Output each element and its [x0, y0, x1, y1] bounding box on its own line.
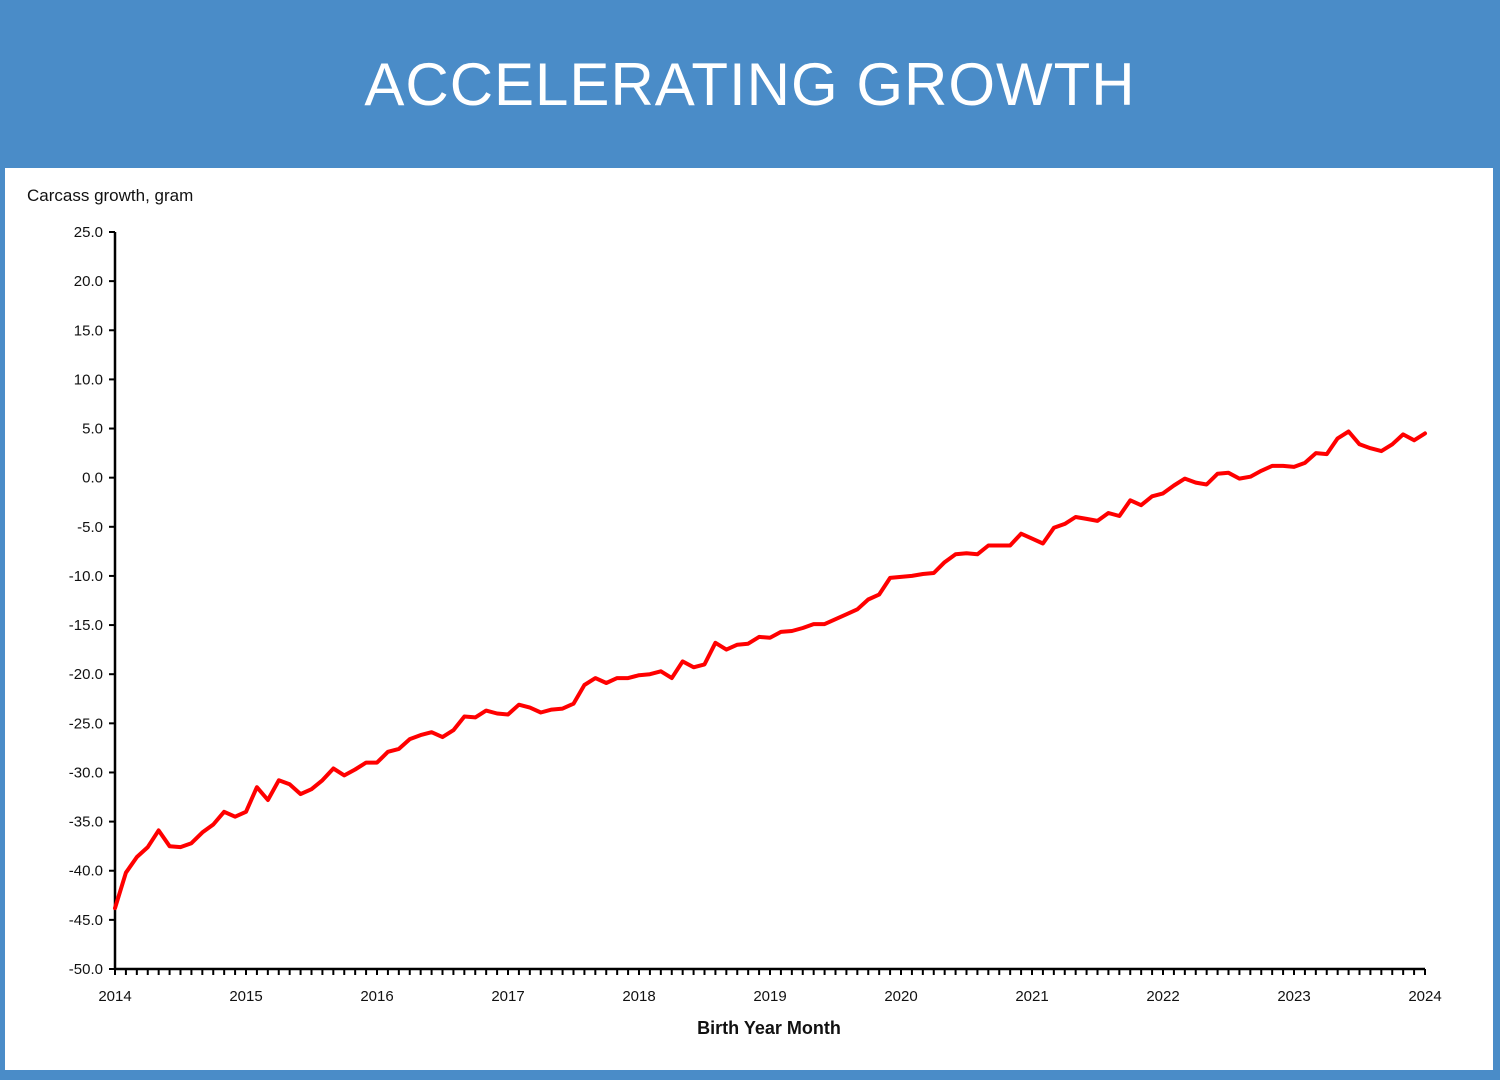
- y-tick-label: 0.0: [82, 470, 103, 487]
- header-banner: ACCELERATING GROWTH: [0, 0, 1500, 168]
- x-tick-label: 2019: [753, 988, 786, 1005]
- y-tick-label: -45.0: [69, 912, 103, 929]
- y-tick-label: -40.0: [69, 863, 103, 880]
- x-tick-label: 2024: [1408, 988, 1441, 1005]
- y-tick-label: -35.0: [69, 814, 103, 831]
- y-tick-label: -25.0: [69, 715, 103, 732]
- x-tick-label: 2016: [360, 988, 393, 1005]
- line-chart: Carcass growth, gram 25.0 20.0 15.0 10.0 5.0…: [27, 186, 1442, 1038]
- x-axis: 2014 2015 2016 2017 2018 2019 2020 2021 2022 2023…: [98, 967, 1442, 1005]
- x-tick-label: 2020: [884, 988, 917, 1005]
- chart-panel: Carcass growth, gram 25.0 20.0 15.0 10.0 5.0…: [5, 168, 1493, 1070]
- x-tick-label: 2017: [491, 988, 524, 1005]
- y-tick-label: -30.0: [69, 764, 103, 781]
- y-tick-label: -50.0: [69, 961, 103, 978]
- series-group: [113, 429, 1427, 911]
- x-tick-label: 2014: [98, 988, 131, 1005]
- y-tick-label: -20.0: [69, 666, 103, 683]
- y-tick-label: -10.0: [69, 568, 103, 585]
- y-tick-label: 15.0: [74, 322, 103, 339]
- y-tick-label: 10.0: [74, 371, 103, 388]
- y-tick-label: -15.0: [69, 617, 103, 634]
- y-tick-label: 5.0: [82, 421, 103, 438]
- x-tick-label: 2015: [229, 988, 262, 1005]
- banner-title: ACCELERATING GROWTH: [364, 50, 1136, 118]
- y-tick-label: -5.0: [77, 519, 103, 536]
- series-line: [113, 429, 1427, 911]
- x-tick-label: 2021: [1015, 988, 1048, 1005]
- y-tick-label: 20.0: [74, 273, 103, 290]
- x-axis-label: Birth Year Month: [697, 1018, 841, 1038]
- y-axis-label: Carcass growth, gram: [27, 186, 193, 205]
- x-tick-label: 2023: [1277, 988, 1310, 1005]
- y-tick-label: 25.0: [74, 224, 103, 241]
- y-axis: 25.0 20.0 15.0 10.0 5.0 0.0 -5.0 -10.0 -15.0 -20.…: [69, 224, 117, 978]
- x-tick-label: 2018: [622, 988, 655, 1005]
- x-tick-label: 2022: [1146, 988, 1179, 1005]
